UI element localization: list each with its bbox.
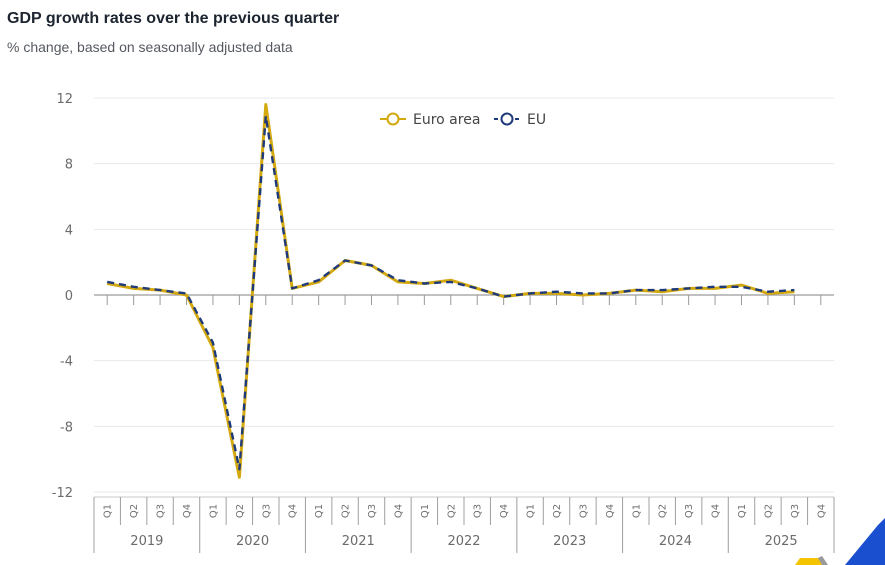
quarter-label: Q3 (261, 504, 272, 518)
quarter-label: Q1 (420, 504, 431, 518)
quarter-label: Q3 (473, 504, 484, 518)
y-tick-label: -12 (52, 486, 73, 501)
y-tick-label: 8 (65, 158, 73, 173)
y-tick-label: -4 (60, 355, 73, 370)
y-tick-label: 12 (56, 92, 73, 107)
x-axis: Q1 Q2 Q3 Q4 Q1 Q2 Q3 Q4 Q1 Q2 Q3 Q4 Q1 Q2 Q3 Q4 Q1 Q2 Q3 Q4… (93, 294, 835, 553)
quarter-label: Q3 (790, 504, 801, 518)
series-lines (106, 103, 795, 479)
logo-blue-stripe (845, 518, 885, 565)
legend-circle-marker-icon (386, 112, 400, 126)
y-tick-label: 4 (65, 223, 73, 238)
quarter-label: Q1 (737, 504, 748, 518)
quarter-label: Q3 (156, 504, 167, 518)
quarter-label: Q4 (711, 504, 722, 518)
legend-circle-marker-icon (500, 112, 514, 126)
year-label: 2025 (765, 534, 798, 549)
quarter-label: Q2 (235, 504, 246, 518)
legend-item-eu[interactable]: EU (494, 112, 546, 128)
year-label: 2022 (447, 534, 480, 549)
quarter-label: Q4 (393, 504, 404, 518)
y-axis: 12 8 4 0 -4 -8 -12 (52, 92, 73, 501)
series-line-euro-area[interactable] (106, 103, 795, 479)
y-tick-label: 0 (65, 289, 73, 304)
gridlines (94, 97, 834, 493)
quarter-label: Q1 (208, 504, 219, 518)
quarter-label: Q4 (605, 504, 616, 518)
quarter-label: Q4 (182, 504, 193, 518)
quarter-label: Q3 (367, 504, 378, 518)
logo-grey-shape (818, 556, 828, 565)
quarter-label: Q1 (314, 504, 325, 518)
chart-title: GDP growth rates over the previous quart… (7, 10, 340, 27)
quarter-label: Q4 (816, 504, 827, 518)
quarter-label: Q2 (552, 504, 563, 518)
logo-fragment (795, 518, 885, 565)
quarter-label: Q3 (684, 504, 695, 518)
quarter-label: Q2 (658, 504, 669, 518)
year-label: 2021 (342, 534, 375, 549)
legend-label: EU (527, 112, 546, 128)
quarter-label: Q1 (103, 504, 114, 518)
quarter-label: Q2 (446, 504, 457, 518)
legend-label: Euro area (413, 112, 480, 128)
quarter-label: Q3 (578, 504, 589, 518)
year-label: 2020 (236, 534, 269, 549)
year-label: 2023 (553, 534, 586, 549)
year-label: 2024 (659, 534, 692, 549)
quarter-label: Q1 (631, 504, 642, 518)
quarter-label: Q4 (288, 504, 299, 518)
quarter-label: Q2 (129, 504, 140, 518)
quarter-label: Q4 (499, 504, 510, 518)
chart-subtitle: % change, based on seasonally adjusted d… (7, 39, 293, 55)
y-tick-label: -8 (60, 420, 73, 435)
year-label: 2019 (130, 534, 163, 549)
legend-item-euro-area[interactable]: Euro area (380, 112, 480, 128)
quarter-label: Q2 (341, 504, 352, 518)
quarter-label: Q2 (763, 504, 774, 518)
series-line-eu[interactable] (106, 114, 795, 471)
quarter-label: Q1 (526, 504, 537, 518)
legend[interactable]: Euro area EU (380, 112, 546, 128)
logo-yellow-shape (795, 558, 822, 565)
